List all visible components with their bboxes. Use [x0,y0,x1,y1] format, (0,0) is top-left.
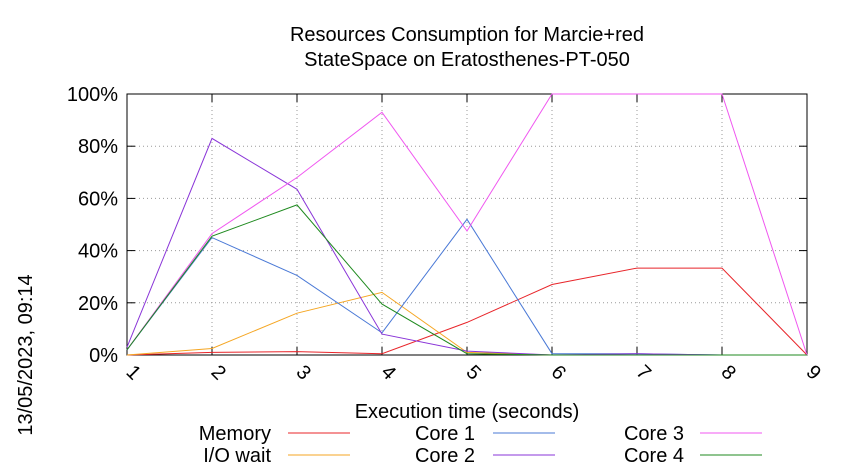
y-tick-label: 40% [78,241,118,263]
x-tick-label: 7 [632,361,655,384]
legend-label-memory: Memory [199,423,271,445]
grid [127,94,807,355]
x-tick-label: 5 [462,361,485,384]
y-tick-label: 0% [89,345,118,367]
legend-label-core-1: Core 1 [415,423,475,445]
legend-label-core-3: Core 3 [624,423,684,445]
series-line-core-3 [126,93,808,356]
chart-title: Resources Consumption for Marcie+red Sta… [290,24,644,71]
legend-label-core-4: Core 4 [624,445,684,467]
y-tick-label: 60% [78,188,118,210]
x-tick-label: 4 [377,361,400,384]
x-tick-label: 9 [802,361,825,384]
legend-label-core-2: Core 2 [415,445,475,467]
legend-label-i-o-wait: I/O wait [203,445,271,467]
y-axis: 0% 20% 40% 60% 80% 100% [67,84,807,367]
plot-area-border [126,93,808,356]
x-tick-label: 8 [717,361,740,384]
y-tick-label: 20% [78,293,118,315]
series-line-core-4 [126,204,807,356]
series-line-memory [126,267,808,356]
chart-title-line-2: StateSpace on Eratosthenes-PT-050 [304,49,630,71]
y-tick-label: 80% [78,136,118,158]
series-lines [126,93,808,356]
x-tick-label: 1 [122,361,145,384]
x-axis-label: Execution time (seconds) [355,401,580,423]
x-axis: 1 2 3 4 5 6 7 8 9 [122,94,825,384]
y-tick-label: 100% [67,84,118,106]
x-tick-label: 3 [292,361,315,384]
series-line-i-o-wait [126,291,807,356]
x-tick-label: 6 [547,361,570,384]
x-tick-label: 2 [207,361,230,384]
chart-title-line-1: Resources Consumption for Marcie+red [290,24,644,46]
timestamp-label: 13/05/2023, 09:14 [15,274,37,435]
